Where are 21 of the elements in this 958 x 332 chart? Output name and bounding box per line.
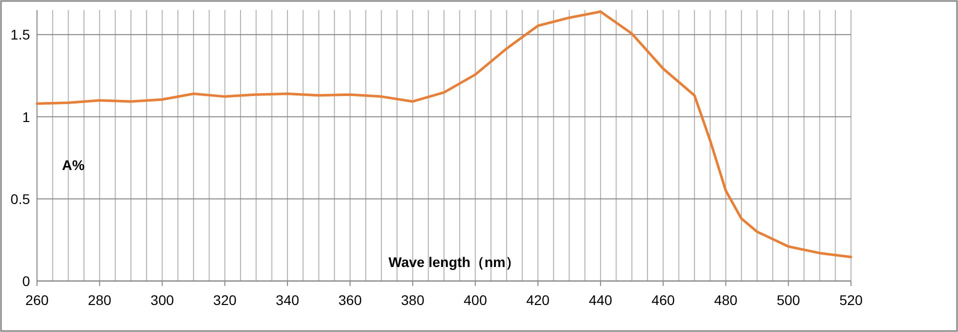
x-axis-title: Wave length（nm）	[388, 254, 520, 270]
y-tick-label: 1.5	[10, 26, 30, 43]
x-tick-label: 380	[401, 292, 425, 308]
x-tick-label: 400	[464, 292, 488, 308]
x-tick-label: 300	[150, 292, 174, 308]
x-tick-label: 420	[526, 292, 550, 308]
x-tick-label: 480	[714, 292, 738, 308]
x-tick-label: 460	[651, 292, 676, 308]
x-tick-label: 500	[776, 292, 800, 308]
x-tick-label: 320	[213, 292, 237, 308]
x-tick-label: 360	[338, 292, 362, 308]
y-axis-title: A%	[62, 157, 86, 173]
x-tick-label: 440	[588, 292, 612, 308]
x-tick-label: 280	[88, 292, 112, 308]
x-tick-label: 520	[839, 292, 863, 308]
line-series	[36, 10, 852, 258]
x-tick-label: 260	[25, 292, 49, 308]
y-tick-label: 0	[22, 273, 30, 289]
y-tick-label: 0.5	[10, 190, 30, 207]
x-tick-label: 340	[276, 292, 300, 308]
y-tick-label: 1	[22, 108, 30, 125]
